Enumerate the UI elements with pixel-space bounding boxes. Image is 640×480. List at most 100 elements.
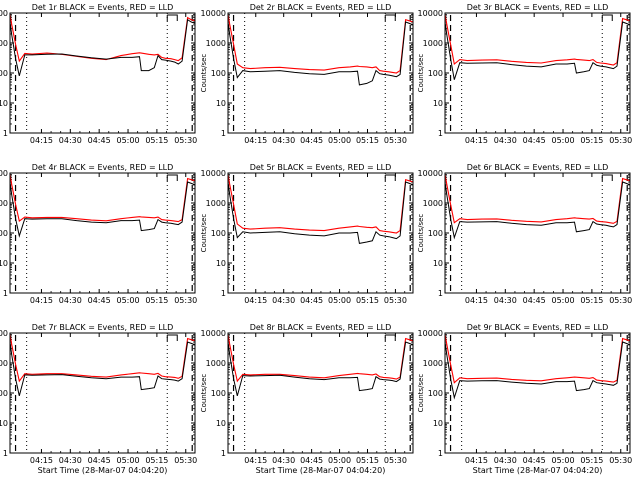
y-tick-label: 100 bbox=[211, 389, 226, 398]
x-tick-label: 05:15 bbox=[580, 296, 603, 305]
interval-flag bbox=[166, 14, 178, 21]
y-tick-label: 1000 bbox=[206, 359, 226, 368]
y-tick-label: 100 bbox=[211, 69, 226, 78]
y-tick-label: 10 bbox=[433, 99, 443, 108]
detector-panel-1: Det 1r BLACK = Events, RED = LLDCounts/s… bbox=[0, 3, 197, 145]
series-events bbox=[9, 341, 196, 397]
x-tick-label: 04:30 bbox=[494, 456, 517, 465]
y-tick-label: 10 bbox=[0, 419, 8, 428]
interval-flag bbox=[384, 174, 396, 181]
x-tick-label: 04:30 bbox=[272, 296, 295, 305]
x-tick-label: 04:15 bbox=[244, 296, 267, 305]
y-tick-label: 10000 bbox=[0, 329, 8, 338]
x-tick-label: 04:45 bbox=[523, 296, 546, 305]
y-tick-label: 100 bbox=[0, 389, 8, 398]
x-tick-label: 05:30 bbox=[609, 136, 632, 145]
x-tick-label: 04:45 bbox=[523, 136, 546, 145]
y-axis-label: Counts/sec bbox=[417, 214, 425, 253]
y-tick-label: 10 bbox=[216, 419, 226, 428]
y-tick-label: 1 bbox=[221, 129, 226, 138]
x-tick-label: 04:45 bbox=[88, 296, 111, 305]
x-tick-label: 04:45 bbox=[300, 136, 323, 145]
x-tick-label: 05:00 bbox=[328, 136, 351, 145]
panel-title: Det 6r BLACK = Events, RED = LLD bbox=[467, 163, 609, 172]
x-tick-label: 05:00 bbox=[116, 456, 139, 465]
y-tick-label: 1 bbox=[221, 289, 226, 298]
x-tick-label: 04:45 bbox=[523, 456, 546, 465]
x-tick-label: 05:00 bbox=[328, 456, 351, 465]
series-events bbox=[444, 341, 631, 400]
x-tick-label: 05:00 bbox=[551, 136, 574, 145]
series-events bbox=[227, 181, 414, 244]
y-tick-label: 10000 bbox=[201, 329, 226, 338]
x-tick-label: 05:15 bbox=[145, 296, 168, 305]
x-tick-label: 05:30 bbox=[174, 456, 197, 465]
detector-panel-5: Det 5r BLACK = Events, RED = LLD Counts/s… bbox=[200, 163, 414, 305]
x-tick-label: 04:45 bbox=[300, 456, 323, 465]
series-lld bbox=[444, 14, 631, 66]
x-tick-label: 04:30 bbox=[494, 296, 517, 305]
x-axis-label: Start Time (28-Mar-07 04:04:20) bbox=[473, 466, 603, 475]
y-axis-label: Counts/sec bbox=[200, 374, 208, 413]
x-tick-label: 05:00 bbox=[116, 296, 139, 305]
series-lld bbox=[9, 334, 196, 383]
series-lld bbox=[444, 334, 631, 384]
x-tick-label: 04:30 bbox=[59, 456, 82, 465]
x-tick-label: 05:00 bbox=[551, 296, 574, 305]
x-tick-label: 05:30 bbox=[384, 456, 407, 465]
interval-flag bbox=[166, 334, 178, 341]
y-tick-label: 1000 bbox=[0, 199, 8, 208]
y-tick-label: 10000 bbox=[418, 329, 443, 338]
x-tick-label: 05:15 bbox=[145, 136, 168, 145]
y-tick-label: 1 bbox=[3, 449, 8, 458]
panel-title: Det 3r BLACK = Events, RED = LLD bbox=[467, 3, 609, 12]
plot-frame bbox=[9, 332, 196, 454]
detector-panel-6: Det 6r BLACK = Events, RED = LLD Counts/s… bbox=[417, 163, 632, 305]
interval-flag bbox=[601, 174, 613, 181]
series-lld bbox=[9, 174, 196, 223]
plot-frame bbox=[444, 12, 631, 134]
y-tick-label: 10 bbox=[0, 259, 8, 268]
y-tick-label: 100 bbox=[0, 69, 8, 78]
y-tick-label: 1000 bbox=[206, 199, 226, 208]
x-tick-label: 04:45 bbox=[88, 456, 111, 465]
y-tick-label: 100 bbox=[0, 229, 8, 238]
x-tick-label: 04:30 bbox=[59, 136, 82, 145]
y-tick-label: 1 bbox=[221, 449, 226, 458]
x-tick-label: 04:15 bbox=[30, 456, 53, 465]
interval-flag bbox=[384, 14, 396, 21]
y-tick-label: 10 bbox=[216, 259, 226, 268]
x-tick-label: 04:15 bbox=[465, 296, 488, 305]
y-tick-label: 10000 bbox=[201, 9, 226, 18]
x-tick-label: 05:15 bbox=[580, 456, 603, 465]
x-tick-label: 05:30 bbox=[384, 136, 407, 145]
series-lld bbox=[9, 14, 196, 63]
series-events bbox=[9, 181, 196, 238]
detector-panel-8: Det 8r BLACK = Events, RED = LLD Counts/s… bbox=[200, 323, 414, 475]
x-tick-label: 05:30 bbox=[609, 456, 632, 465]
y-tick-label: 1 bbox=[438, 129, 443, 138]
y-tick-label: 10 bbox=[0, 99, 8, 108]
y-tick-label: 1000 bbox=[0, 359, 8, 368]
interval-flag bbox=[384, 334, 396, 341]
x-tick-label: 04:30 bbox=[494, 136, 517, 145]
x-tick-label: 05:15 bbox=[145, 456, 168, 465]
y-tick-label: 1000 bbox=[423, 39, 443, 48]
plot-frame bbox=[227, 12, 414, 134]
panel-title: Det 1r BLACK = Events, RED = LLD bbox=[32, 3, 174, 12]
detector-panel-9: Det 9r BLACK = Events, RED = LLD Counts/s… bbox=[417, 323, 632, 475]
x-tick-label: 04:15 bbox=[465, 136, 488, 145]
x-axis-label: Start Time (28-Mar-07 04:04:20) bbox=[38, 466, 168, 475]
y-tick-label: 10 bbox=[216, 99, 226, 108]
plot-frame bbox=[444, 332, 631, 454]
series-lld bbox=[444, 174, 631, 224]
x-tick-label: 04:30 bbox=[59, 296, 82, 305]
series-events bbox=[444, 21, 631, 80]
y-tick-label: 1000 bbox=[206, 39, 226, 48]
x-tick-label: 05:15 bbox=[356, 296, 379, 305]
x-tick-label: 05:00 bbox=[328, 296, 351, 305]
y-axis-label: Counts/sec bbox=[200, 214, 208, 253]
x-tick-label: 05:00 bbox=[116, 136, 139, 145]
x-axis-label: Start Time (28-Mar-07 04:04:20) bbox=[256, 466, 386, 475]
